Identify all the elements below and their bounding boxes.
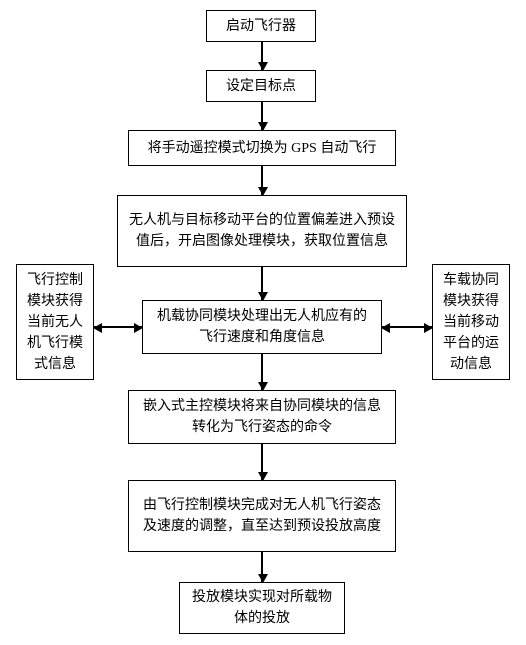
node-release: 投放模块实现对所载物体的投放 [179, 582, 345, 634]
node-coop-module: 机载协同模块处理出无人机应有的飞行速度和角度信息 [142, 300, 382, 354]
arrow-double [94, 326, 142, 328]
node-embedded-ctrl: 嵌入式主控模块将来自协同模块的信息转化为飞行姿态的命令 [128, 390, 396, 444]
node-label: 设定目标点 [226, 76, 296, 97]
arrow [261, 42, 263, 70]
arrow [261, 102, 263, 130]
node-label: 无人机与目标移动平台的位置偏差进入预设值后，开启图像处理模块，获取位置信息 [126, 210, 398, 252]
node-label: 将手动遥控模式切换为 GPS 自动飞行 [148, 138, 377, 159]
arrow-double [382, 326, 432, 328]
arrow [261, 166, 263, 195]
arrow [261, 552, 263, 582]
node-label: 机载协同模块处理出无人机应有的飞行速度和角度信息 [151, 306, 373, 348]
node-label: 启动飞行器 [226, 16, 296, 37]
node-label: 投放模块实现对所载物体的投放 [188, 587, 336, 629]
arrow [261, 267, 263, 300]
node-label: 由飞行控制模块完成对无人机飞行姿态及速度的调整，直至达到预设投放高度 [137, 495, 387, 537]
node-vehicle-coop-info: 车载协同模块获得当前移动平台的运动信息 [432, 264, 510, 380]
node-flight-ctrl-info: 飞行控制模块获得当前无人机飞行模式信息 [16, 264, 94, 380]
node-label: 飞行控制模块获得当前无人机飞行模式信息 [25, 270, 85, 375]
node-image-proc: 无人机与目标移动平台的位置偏差进入预设值后，开启图像处理模块，获取位置信息 [117, 195, 407, 267]
node-set-target: 设定目标点 [206, 70, 316, 102]
node-label: 车载协同模块获得当前移动平台的运动信息 [441, 270, 501, 375]
arrow [261, 444, 263, 480]
node-label: 嵌入式主控模块将来自协同模块的信息转化为飞行姿态的命令 [137, 396, 387, 438]
node-adjust-flight: 由飞行控制模块完成对无人机飞行姿态及速度的调整，直至达到预设投放高度 [128, 480, 396, 552]
node-start: 启动飞行器 [206, 10, 316, 42]
arrow [261, 354, 263, 390]
node-switch-gps: 将手动遥控模式切换为 GPS 自动飞行 [128, 130, 396, 166]
